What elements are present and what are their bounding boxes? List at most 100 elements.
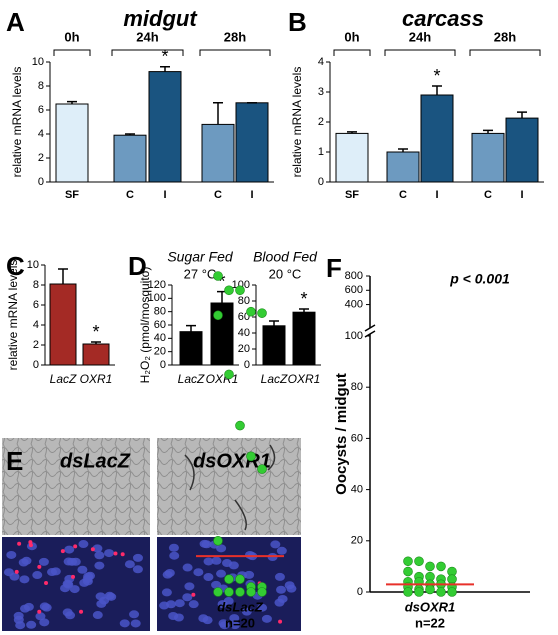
nucleus	[261, 614, 272, 623]
signal	[191, 592, 196, 597]
nucleus	[3, 568, 14, 577]
y-tick-label: 120	[148, 279, 166, 291]
y-tick-label: 10	[32, 56, 44, 68]
x-tick-label: I	[435, 189, 438, 201]
nucleus	[173, 613, 184, 622]
error-bar	[517, 111, 527, 119]
chart-title: midgut	[123, 6, 198, 31]
dot	[403, 566, 413, 577]
fluorescence-image	[2, 537, 150, 631]
nucleus	[168, 543, 179, 552]
nucleus	[21, 556, 32, 565]
nucleus	[104, 549, 115, 558]
nucleus	[94, 551, 105, 560]
brightfield-image	[157, 438, 301, 535]
x-tick-label: LacZ	[50, 372, 77, 386]
y-tick-label: 1	[318, 146, 324, 158]
dot	[246, 306, 256, 317]
bar	[82, 343, 110, 366]
panel-letter: F	[326, 253, 342, 283]
signal	[28, 540, 33, 545]
nucleus	[77, 565, 88, 574]
error-bar	[398, 148, 408, 152]
x-tick-label: I	[520, 189, 523, 201]
dot	[414, 556, 424, 567]
nucleus	[188, 600, 199, 609]
y-tick-label: 0	[38, 176, 44, 188]
error-bar	[299, 308, 309, 313]
nucleus	[211, 556, 222, 565]
x-tick-label: dsOXR1	[405, 599, 456, 614]
signal	[73, 544, 78, 549]
y-tick-label: 80	[351, 381, 363, 393]
signal	[113, 551, 118, 556]
y-tick-label: 20	[351, 535, 363, 547]
dot	[436, 561, 446, 572]
panel-letter: E	[6, 446, 23, 476]
nucleus	[6, 550, 17, 559]
bar	[179, 331, 203, 366]
group-label: 24h	[409, 29, 431, 44]
dot	[447, 587, 457, 597]
x-tick-label: SF	[345, 189, 359, 201]
nucleus	[119, 619, 130, 628]
nucleus	[129, 610, 140, 619]
nucleus	[257, 603, 268, 612]
panel-letter: C	[6, 251, 25, 281]
category-note: n=22	[415, 615, 445, 630]
y-tick-label: 100	[148, 292, 166, 304]
nucleus	[32, 571, 43, 580]
nucleus	[228, 561, 239, 570]
y-tick-label: 8	[33, 279, 39, 291]
bar	[262, 325, 286, 366]
nucleus	[274, 598, 285, 607]
nucleus	[161, 588, 172, 597]
y-axis-label: Oocysts / midgut	[333, 373, 350, 495]
dot	[257, 308, 267, 318]
y-tick-label: 2	[33, 339, 39, 351]
y-tick-label: 2	[318, 116, 324, 128]
y-tick-label: 0	[33, 359, 39, 371]
y-tick-label: 6	[33, 299, 39, 311]
x-tick-label: OXR1	[80, 372, 113, 386]
nucleus	[38, 557, 49, 566]
error-bar	[125, 133, 135, 136]
nucleus	[69, 585, 80, 594]
dot	[213, 587, 223, 597]
y-tick-label: 60	[154, 319, 166, 331]
significance: *	[92, 322, 99, 342]
group-bracket	[53, 49, 91, 56]
y-axis-label: relative mRNA levels	[10, 67, 24, 178]
y-tick-label: 4	[318, 56, 324, 68]
bar	[201, 123, 235, 183]
nucleus	[26, 620, 37, 629]
image-label: dsLacZ	[60, 450, 131, 472]
y-tick-label: 80	[238, 295, 250, 307]
error-bar	[186, 324, 196, 332]
x-tick-label: dsLacZ	[217, 599, 264, 614]
bar	[148, 71, 182, 183]
x-tick-label: C	[126, 189, 134, 201]
dot	[403, 556, 413, 567]
nucleus	[39, 618, 50, 627]
bar	[386, 151, 420, 183]
y-tick-label: 0	[160, 359, 166, 371]
x-tick-label: OXR1	[288, 372, 321, 386]
bar	[505, 117, 539, 183]
nucleus	[94, 561, 105, 570]
bar	[235, 102, 269, 183]
signal	[90, 547, 95, 552]
nucleus	[182, 593, 193, 602]
x-tick-label: I	[250, 189, 253, 201]
signal	[60, 549, 65, 554]
nucleus	[184, 582, 195, 591]
dot	[235, 587, 245, 597]
error-bar	[160, 66, 170, 72]
error-bar	[432, 85, 442, 95]
y-tick-label: 100	[345, 330, 363, 342]
bar	[471, 132, 505, 183]
nucleus	[132, 553, 143, 562]
y-tick-label: 10	[27, 259, 39, 271]
y-tick-label: 800	[345, 270, 363, 282]
group-bracket	[384, 49, 456, 56]
